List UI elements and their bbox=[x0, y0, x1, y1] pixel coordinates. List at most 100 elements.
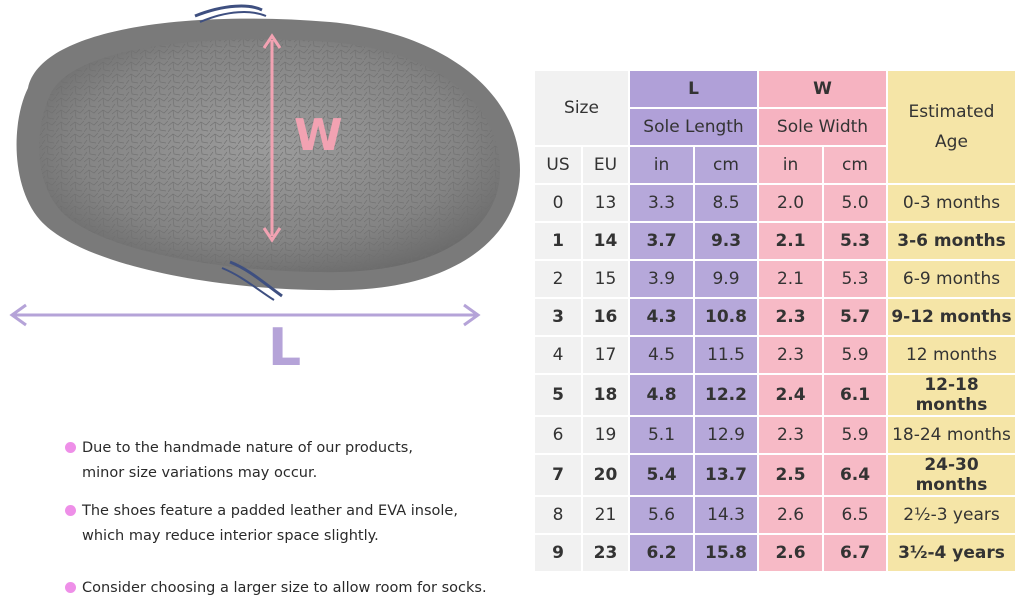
sole-length-header: Sole Length bbox=[630, 109, 757, 145]
note-item: The shoes feature a padded leather and E… bbox=[62, 499, 458, 549]
age-header: Estimated Age bbox=[888, 71, 1015, 183]
width-cm-cell: 6.4 bbox=[824, 455, 886, 495]
size-eu-cell: 16 bbox=[583, 299, 628, 335]
estimated-age-cell: 12-18 months bbox=[888, 375, 1015, 415]
note-text: Due to the handmade nature of our produc… bbox=[82, 440, 413, 481]
size-us-cell: 1 bbox=[535, 223, 581, 259]
width-cm-cell: 6.5 bbox=[824, 497, 886, 533]
size-us-cell: 5 bbox=[535, 375, 581, 415]
width-in-cell: 2.5 bbox=[759, 455, 822, 495]
length-in-cell: 5.1 bbox=[630, 417, 693, 453]
width-in-cell: 2.3 bbox=[759, 417, 822, 453]
width-in-cell: 2.6 bbox=[759, 535, 822, 571]
length-in-cell: 5.6 bbox=[630, 497, 693, 533]
width-cm-cell: 5.3 bbox=[824, 261, 886, 297]
table-row: 9 23 6.2 15.8 2.6 6.7 3½-4 years bbox=[535, 535, 1015, 571]
shoe-sole-image bbox=[9, 4, 520, 327]
size-eu-cell: 20 bbox=[583, 455, 628, 495]
note-item: Consider choosing a larger size to allow… bbox=[62, 576, 487, 597]
length-label: L bbox=[268, 318, 302, 378]
length-cm-header: cm bbox=[695, 147, 757, 183]
width-cm-cell: 5.7 bbox=[824, 299, 886, 335]
length-in-cell: 4.8 bbox=[630, 375, 693, 415]
size-eu-cell: 13 bbox=[583, 185, 628, 221]
estimated-age-cell: 12 months bbox=[888, 337, 1015, 373]
estimated-age-cell: 2½-3 years bbox=[888, 497, 1015, 533]
table-row: 7 20 5.4 13.7 2.5 6.4 24-30 months bbox=[535, 455, 1015, 495]
estimated-age-cell: 3½-4 years bbox=[888, 535, 1015, 571]
size-header: Size bbox=[535, 71, 628, 145]
estimated-age-cell: 3-6 months bbox=[888, 223, 1015, 259]
size-eu-cell: 17 bbox=[583, 337, 628, 373]
width-label: W bbox=[294, 110, 343, 161]
width-cm-header: cm bbox=[824, 147, 886, 183]
size-us-cell: 8 bbox=[535, 497, 581, 533]
sole-width-header: Sole Width bbox=[759, 109, 886, 145]
size-eu-cell: 15 bbox=[583, 261, 628, 297]
width-in-cell: 2.6 bbox=[759, 497, 822, 533]
length-cm-cell: 13.7 bbox=[695, 455, 757, 495]
note-text: The shoes feature a padded leather and E… bbox=[82, 503, 458, 544]
width-in-header: in bbox=[759, 147, 822, 183]
table-row: 2 15 3.9 9.9 2.1 5.3 6-9 months bbox=[535, 261, 1015, 297]
length-cm-cell: 15.8 bbox=[695, 535, 757, 571]
length-in-cell: 4.3 bbox=[630, 299, 693, 335]
length-arrow bbox=[9, 303, 481, 327]
note-text: Consider choosing a larger size to allow… bbox=[82, 580, 487, 596]
size-us-cell: 6 bbox=[535, 417, 581, 453]
bullet-icon bbox=[65, 442, 76, 453]
table-row: 8 21 5.6 14.3 2.6 6.5 2½-3 years bbox=[535, 497, 1015, 533]
length-header: L bbox=[630, 71, 757, 107]
size-eu-cell: 23 bbox=[583, 535, 628, 571]
length-cm-cell: 11.5 bbox=[695, 337, 757, 373]
length-cm-cell: 14.3 bbox=[695, 497, 757, 533]
width-cm-cell: 5.0 bbox=[824, 185, 886, 221]
width-in-cell: 2.1 bbox=[759, 223, 822, 259]
length-in-cell: 6.2 bbox=[630, 535, 693, 571]
estimated-age-cell: 9-12 months bbox=[888, 299, 1015, 335]
width-header: W bbox=[759, 71, 886, 107]
length-in-cell: 5.4 bbox=[630, 455, 693, 495]
table-row: 1 14 3.7 9.3 2.1 5.3 3-6 months bbox=[535, 223, 1015, 259]
size-us-cell: 4 bbox=[535, 337, 581, 373]
length-cm-cell: 12.9 bbox=[695, 417, 757, 453]
width-cm-cell: 5.9 bbox=[824, 337, 886, 373]
length-cm-cell: 12.2 bbox=[695, 375, 757, 415]
estimated-age-cell: 0-3 months bbox=[888, 185, 1015, 221]
table-row: 0 13 3.3 8.5 2.0 5.0 0-3 months bbox=[535, 185, 1015, 221]
shoe-sole-illustration: W L bbox=[0, 0, 530, 400]
length-cm-cell: 10.8 bbox=[695, 299, 757, 335]
length-in-cell: 4.5 bbox=[630, 337, 693, 373]
us-header: US bbox=[535, 147, 581, 183]
size-us-cell: 0 bbox=[535, 185, 581, 221]
estimated-age-cell: 18-24 months bbox=[888, 417, 1015, 453]
bullet-icon bbox=[65, 582, 76, 593]
length-in-cell: 3.3 bbox=[630, 185, 693, 221]
size-eu-cell: 14 bbox=[583, 223, 628, 259]
table-row: 6 19 5.1 12.9 2.3 5.9 18-24 months bbox=[535, 417, 1015, 453]
length-cm-cell: 9.3 bbox=[695, 223, 757, 259]
table-row: 4 17 4.5 11.5 2.3 5.9 12 months bbox=[535, 337, 1015, 373]
width-in-cell: 2.0 bbox=[759, 185, 822, 221]
size-eu-cell: 18 bbox=[583, 375, 628, 415]
size-eu-cell: 19 bbox=[583, 417, 628, 453]
width-in-cell: 2.4 bbox=[759, 375, 822, 415]
note-item: Due to the handmade nature of our produc… bbox=[62, 436, 413, 486]
estimated-age-cell: 24-30 months bbox=[888, 455, 1015, 495]
width-in-cell: 2.1 bbox=[759, 261, 822, 297]
width-cm-cell: 6.1 bbox=[824, 375, 886, 415]
table-row: 5 18 4.8 12.2 2.4 6.1 12-18 months bbox=[535, 375, 1015, 415]
size-chart-table: Size L W Estimated Age Sole Length Sole … bbox=[533, 69, 1017, 573]
width-arrow bbox=[262, 33, 282, 243]
length-in-header: in bbox=[630, 147, 693, 183]
length-in-cell: 3.9 bbox=[630, 261, 693, 297]
width-cm-cell: 5.9 bbox=[824, 417, 886, 453]
estimated-age-cell: 6-9 months bbox=[888, 261, 1015, 297]
size-us-cell: 2 bbox=[535, 261, 581, 297]
length-cm-cell: 9.9 bbox=[695, 261, 757, 297]
size-eu-cell: 21 bbox=[583, 497, 628, 533]
width-in-cell: 2.3 bbox=[759, 299, 822, 335]
table-row: 3 16 4.3 10.8 2.3 5.7 9-12 months bbox=[535, 299, 1015, 335]
size-us-cell: 7 bbox=[535, 455, 581, 495]
width-in-cell: 2.3 bbox=[759, 337, 822, 373]
